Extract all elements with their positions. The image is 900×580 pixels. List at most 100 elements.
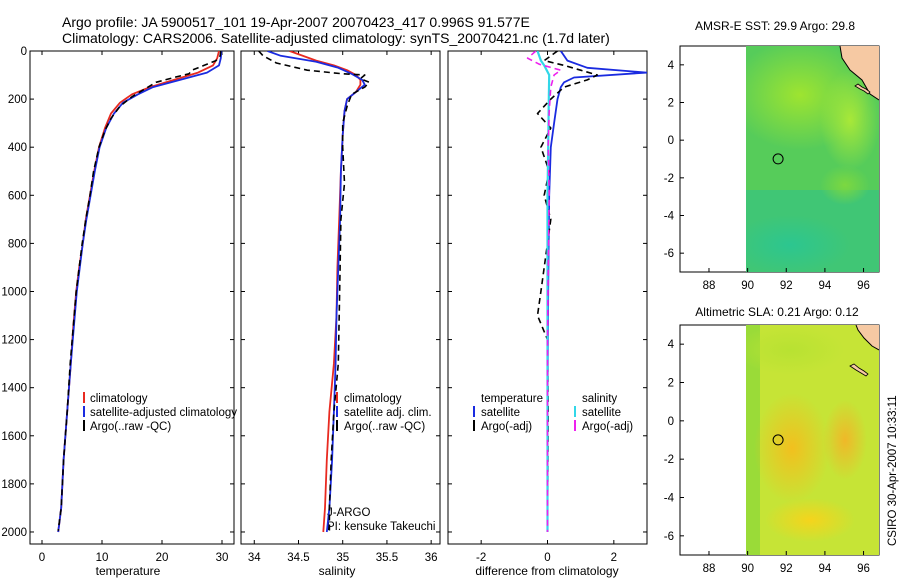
depth-tick-label-0: 0 [21,46,27,58]
sla-field [746,325,879,555]
sla-island [849,363,869,377]
salinity-series-argo-raw-qc [258,51,371,532]
sla-x-tick-label-4: 96 [857,563,870,575]
sla-field-high-center [754,393,830,503]
temperature-x-tick-label-0: 0 [39,552,45,564]
figure-title-line2: Climatology: CARS2006. Satellite-adjuste… [62,30,610,46]
sst-y-tick-label-5: -6 [664,248,674,260]
sla-map-title: Altimetric SLA: 0.21 Argo: 0.12 [695,305,859,319]
salinity-x-tick-label-4: 36 [425,552,438,564]
sst-y-tick-label-4: -4 [664,211,675,223]
sst-x-tick-label-4: 96 [857,280,870,292]
sst-y-tick-label-3: -2 [664,173,674,185]
difference-x-tick-label-2: 2 [611,552,617,564]
sla-coast [855,325,879,351]
sst-land [840,46,879,100]
sla-land [856,325,879,350]
sst-map: AMSR-E SST: 29.9 Argo: 29.8 88 90 92 9 [664,19,880,292]
difference-x-label: difference from climatology [475,564,618,578]
difference-legend-temperature-heading: temperature [481,393,543,405]
salinity-legend-argo: Argo(..raw -QC) [344,421,425,433]
depth-tick-label-2: 400 [8,142,27,154]
sst-x-tick-label-0: 88 [703,280,716,292]
difference-legend-salinity-heading: salinity [582,393,617,405]
salinity-x-tick-label-2: 35 [336,552,349,564]
sla-field-high-east [823,400,867,480]
sst-x-tick-label-1: 90 [741,280,754,292]
salinity-panel: salinity climatology satellite adj. clim… [240,50,441,578]
sst-island [854,83,871,95]
sla-y-tick-label-1: 2 [668,378,674,390]
sst-map-title: AMSR-E SST: 29.9 Argo: 29.8 [695,19,855,33]
sla-y-tick-label-2: 0 [668,416,674,428]
salinity-series-satellite-adj-clim [267,51,366,533]
difference-panel: difference from climatology temperature … [447,50,648,578]
difference-x-tick-label-1: 0 [544,552,550,564]
sst-field-cool-south [746,215,850,272]
sla-field-north [746,325,845,375]
temperature-legend-satellite: satellite-adjusted climatology [90,407,237,419]
depth-tick-label-1: 200 [8,94,27,106]
salinity-annotation-pi: PI: kensuke Takeuchi [327,521,435,533]
difference-legend-temp-argo: Argo(-adj) [481,421,532,433]
sla-y-tick-label-3: -2 [664,454,674,466]
depth-tick-label-8: 1600 [1,431,27,443]
difference-legend-temp-satellite: satellite [481,407,520,419]
difference-legend-sal-argo: Argo(-adj) [582,421,633,433]
depth-tick-label-4: 800 [8,238,27,250]
sst-field-warm-east [820,70,879,170]
sst-y-tick-label-0: 4 [668,60,675,72]
depth-tick-label-9: 1800 [1,479,27,491]
sst-field [746,46,879,272]
sst-argo-position-marker [772,153,784,165]
sla-x-tick-label-0: 88 [703,563,716,575]
sla-y-tick-label-0: 4 [668,339,675,351]
sst-coast [839,46,879,101]
sla-y-tick-label-5: -6 [664,531,674,543]
salinity-x-tick-label-3: 35.5 [376,552,398,564]
temperature-x-tick-label-3: 30 [216,552,229,564]
sst-y-tick-label-2: 0 [668,135,674,147]
difference-legend: temperature salinity satellite Argo(-adj… [473,393,633,433]
depth-tick-label-6: 1200 [1,335,27,347]
salinity-annotation-program: J-ARGO [327,507,371,519]
temperature-panel: temperature climatology satellite-adjust… [1,46,237,578]
sla-x-tick-label-2: 92 [780,563,793,575]
sst-field-mid [820,165,870,205]
depth-tick-label-10: 2000 [1,527,27,539]
depth-tick-label-3: 600 [8,190,27,202]
sla-x-tick-label-3: 94 [819,563,832,575]
salinity-legend: climatology satellite adj. clim. Argo(..… [336,392,432,433]
salinity-x-tick-label-0: 34 [248,552,261,564]
salinity-x-label: salinity [319,564,356,578]
difference-series-temperature-argo-adj [536,51,599,533]
sla-argo-position-marker [772,434,784,446]
salinity-x-tick-label-1: 34.5 [287,552,309,564]
difference-legend-sal-satellite: satellite [582,407,621,419]
difference-series-salinity-argo-adj [526,51,562,532]
temperature-x-tick-label-1: 10 [96,552,109,564]
sla-x-tick-label-1: 90 [741,563,754,575]
sst-x-tick-label-2: 92 [780,280,793,292]
temperature-legend-climatology: climatology [90,393,148,405]
figure-title-line1: Argo profile: JA 5900517_101 19-Apr-2007… [62,14,530,30]
temperature-legend: climatology satellite-adjusted climatolo… [83,392,237,433]
sla-y-tick-label-4: -4 [664,493,675,505]
salinity-legend-climatology: climatology [344,393,402,405]
salinity-axes-frame [240,50,441,545]
salinity-legend-satellite: satellite adj. clim. [344,407,432,419]
csiro-timestamp: CSIRO 30-Apr-2007 10:33:11 [887,395,899,546]
difference-x-tick-label-0: -2 [476,552,486,564]
sst-x-tick-label-3: 94 [819,280,832,292]
sla-field-west-strip [746,325,760,555]
temperature-legend-argo: Argo(..raw -QC) [90,421,171,433]
temperature-axes-frame [29,50,235,545]
depth-tick-label-7: 1400 [1,383,27,395]
temperature-x-tick-label-2: 20 [156,552,169,564]
sla-map: Altimetric SLA: 0.21 Argo: 0.12 88 90 92 94… [664,305,880,575]
sst-y-tick-label-1: 2 [668,98,674,110]
sla-field-south [765,498,855,542]
temperature-x-label: temperature [96,564,161,578]
depth-tick-label-5: 1000 [1,286,27,298]
